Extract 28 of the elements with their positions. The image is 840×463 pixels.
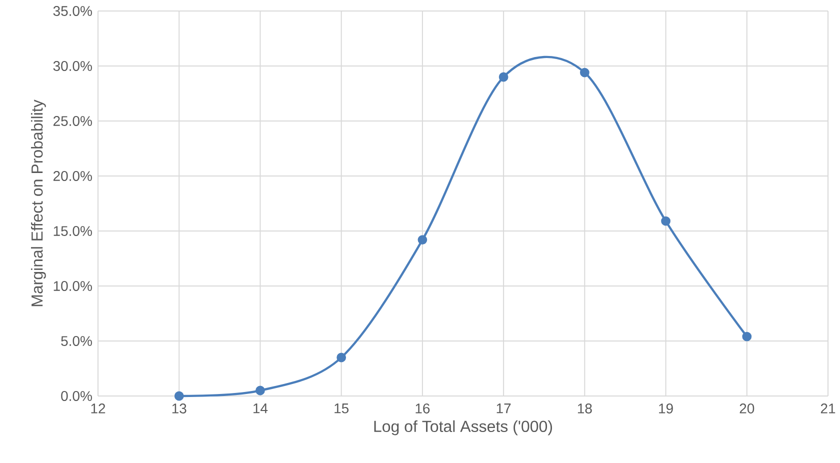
x-tick-label: 14: [254, 404, 268, 414]
point: [742, 332, 752, 342]
y-tick-label: 20.0%: [53, 171, 92, 181]
x-tick-label: 12: [91, 404, 106, 414]
x-tick-label: 15: [334, 404, 349, 414]
point: [418, 235, 428, 244]
point: [336, 352, 346, 362]
y-axis-title: Marginal Effect on Probability: [30, 100, 46, 306]
y-tick-label: 25.0%: [53, 116, 92, 126]
point: [256, 386, 265, 396]
y-tick-label: 15.0%: [54, 226, 92, 236]
y-tick-label: 35.0%: [53, 6, 92, 16]
y-tick-label: 30.0%: [53, 61, 92, 71]
x-tick-label: 16: [416, 404, 430, 414]
y-tick-label: 10.0%: [54, 281, 92, 291]
y-tick-label: 0.0%: [61, 391, 92, 401]
x-tick-label: 20: [740, 404, 754, 414]
point: [580, 68, 590, 78]
x-tick-label: 13: [172, 404, 186, 414]
x-tick-label: 18: [578, 404, 592, 414]
x-tick-label: 17: [496, 404, 511, 414]
x-axis-title: Log of Total Assets ('000): [374, 420, 552, 436]
x-tick-label: 19: [659, 404, 673, 414]
point: [661, 216, 670, 226]
x-tick-label: 21: [820, 404, 836, 414]
point: [498, 72, 508, 82]
y-tick-label: 5.0%: [61, 336, 92, 346]
point: [174, 391, 184, 401]
